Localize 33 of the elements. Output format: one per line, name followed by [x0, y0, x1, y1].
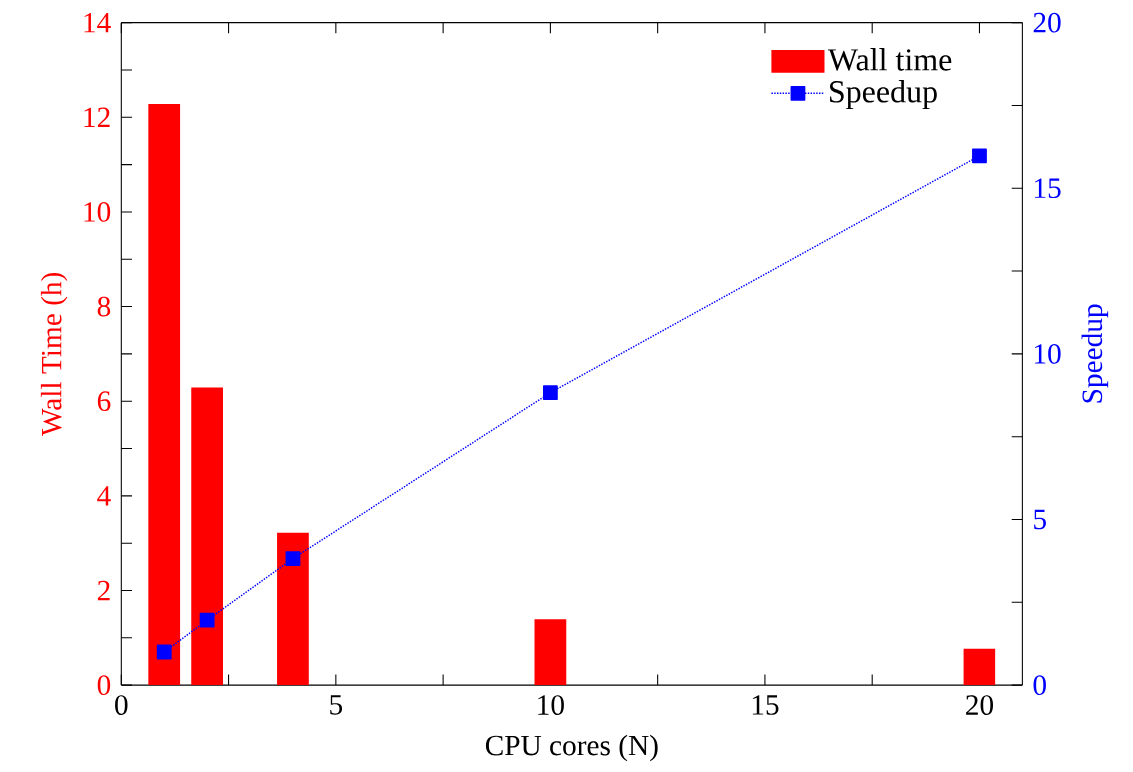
y-tick-label: 12	[84, 107, 110, 128]
legend-label: Speedup	[830, 80, 937, 110]
legend-label: Wall time	[827, 48, 952, 71]
y-axis-title: Wall Time (h)	[40, 273, 68, 437]
point	[542, 385, 558, 401]
y2-tick-label: 15	[1034, 178, 1061, 199]
x-tick-label: 10	[538, 695, 564, 716]
y2-tick-label: 5	[1034, 509, 1046, 530]
bar	[191, 387, 223, 686]
bar	[277, 532, 309, 686]
y-tick-label: 4	[97, 486, 111, 506]
y2-tick-label: 0	[1033, 675, 1046, 696]
y2-tick-label: 10	[1034, 344, 1061, 364]
y-tick-label: 14	[84, 13, 111, 33]
y-tick-label: 2	[97, 580, 110, 601]
bar	[534, 619, 567, 686]
point	[156, 644, 172, 660]
y-tick-label: 10	[84, 202, 111, 222]
x-tick-label: 0	[115, 695, 128, 716]
bar	[148, 104, 181, 686]
x-tick-label: 20	[966, 695, 994, 716]
point	[285, 551, 301, 567]
y-tick-label: 6	[97, 391, 111, 412]
y-tick-label: 0	[97, 675, 111, 696]
x-tick-label: 15	[752, 695, 779, 715]
y-tick-label: 8	[97, 296, 111, 317]
y2-tick-label: 20	[1033, 12, 1061, 33]
bar	[963, 648, 996, 686]
y2-axis-title: Speedup	[1081, 304, 1109, 403]
point	[972, 148, 987, 164]
x-tick-label: 5	[330, 695, 343, 715]
point	[199, 612, 215, 628]
x-axis-title: CPU cores (N)	[485, 734, 658, 762]
